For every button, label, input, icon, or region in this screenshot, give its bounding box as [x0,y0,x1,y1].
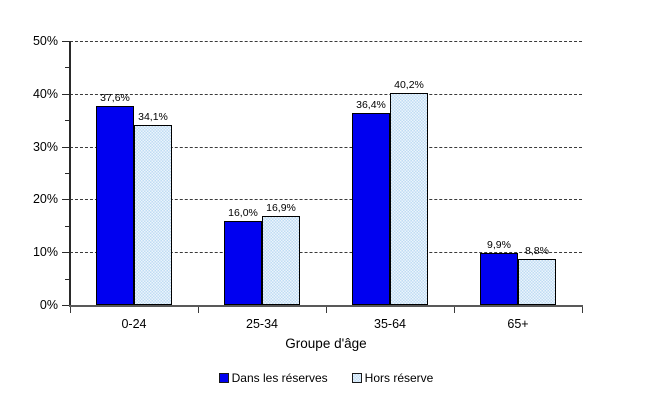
x-category-label: 35-64 [374,317,406,331]
y-tick-minor [65,120,70,122]
y-tick-major [62,305,70,306]
legend: Dans les réserves Hors réserve [70,371,582,385]
x-tick [198,307,199,313]
y-tick-major [62,146,70,148]
bar-value-label: 36,4% [356,98,386,111]
y-tick-major [62,199,70,201]
bar-dans-les-réserves-35-64 [352,112,390,305]
y-tick-label: 50% [32,34,58,48]
gridline-10 [70,252,582,254]
x-category-label: 65+ [507,317,529,331]
y-tick-label: 10% [32,245,58,260]
bar-value-label: 16,0% [228,206,258,219]
y-tick-minor [65,225,70,227]
legend-label-hors-reserve: Hors réserve [364,371,434,385]
y-tick-major [62,93,70,95]
bar-value-label: 40,2% [394,78,424,91]
x-category-label: 0-24 [121,317,147,331]
x-axis-line [69,305,583,307]
y-axis-line [69,41,71,307]
y-tick-label: 0% [39,298,58,312]
bar-dans-les-réserves-25-34 [224,220,262,305]
bar-dans-les-réserves-65+ [480,252,518,305]
gridline-20 [70,199,582,201]
y-tick-minor [65,173,70,174]
bar-hors-réserve-0-24 [134,124,172,305]
legend-item-hors-reserve: Hors réserve [351,371,434,385]
bar-value-label: 8,8% [525,244,549,257]
bar-value-label: 16,9% [266,201,296,214]
bar-hors-réserve-65+ [518,258,556,305]
y-tick-major [62,252,70,254]
y-tick-minor [65,67,70,69]
x-tick [582,307,583,313]
x-tick [70,307,71,313]
x-category-label: 25-34 [246,317,278,331]
y-tick-label: 30% [32,139,58,154]
bar-value-label: 34,1% [138,110,168,123]
bar-hors-réserve-35-64 [390,92,428,305]
x-tick [454,307,455,313]
bar-dans-les-réserves-0-24 [96,106,134,305]
x-axis-title: Groupe d'âge [285,336,367,351]
y-tick-label: 20% [32,192,58,207]
x-tick [326,307,327,313]
legend-label-dans-les-reserves: Dans les réserves [231,371,328,385]
gridline-40 [70,93,582,95]
y-tick-major [62,41,70,42]
legend-item-dans-les-reserves: Dans les réserves [218,371,328,385]
gridline-50 [70,41,582,42]
gridline-30 [70,146,582,148]
y-tick-minor [65,278,70,280]
legend-swatch-dans-les-reserves [218,373,229,383]
bar-value-label: 9,9% [487,238,511,251]
y-tick-label: 40% [32,86,58,101]
legend-swatch-hors-reserve [351,373,362,383]
bar-value-label: 37,6% [100,92,130,105]
bar-hors-réserve-25-34 [262,215,300,305]
